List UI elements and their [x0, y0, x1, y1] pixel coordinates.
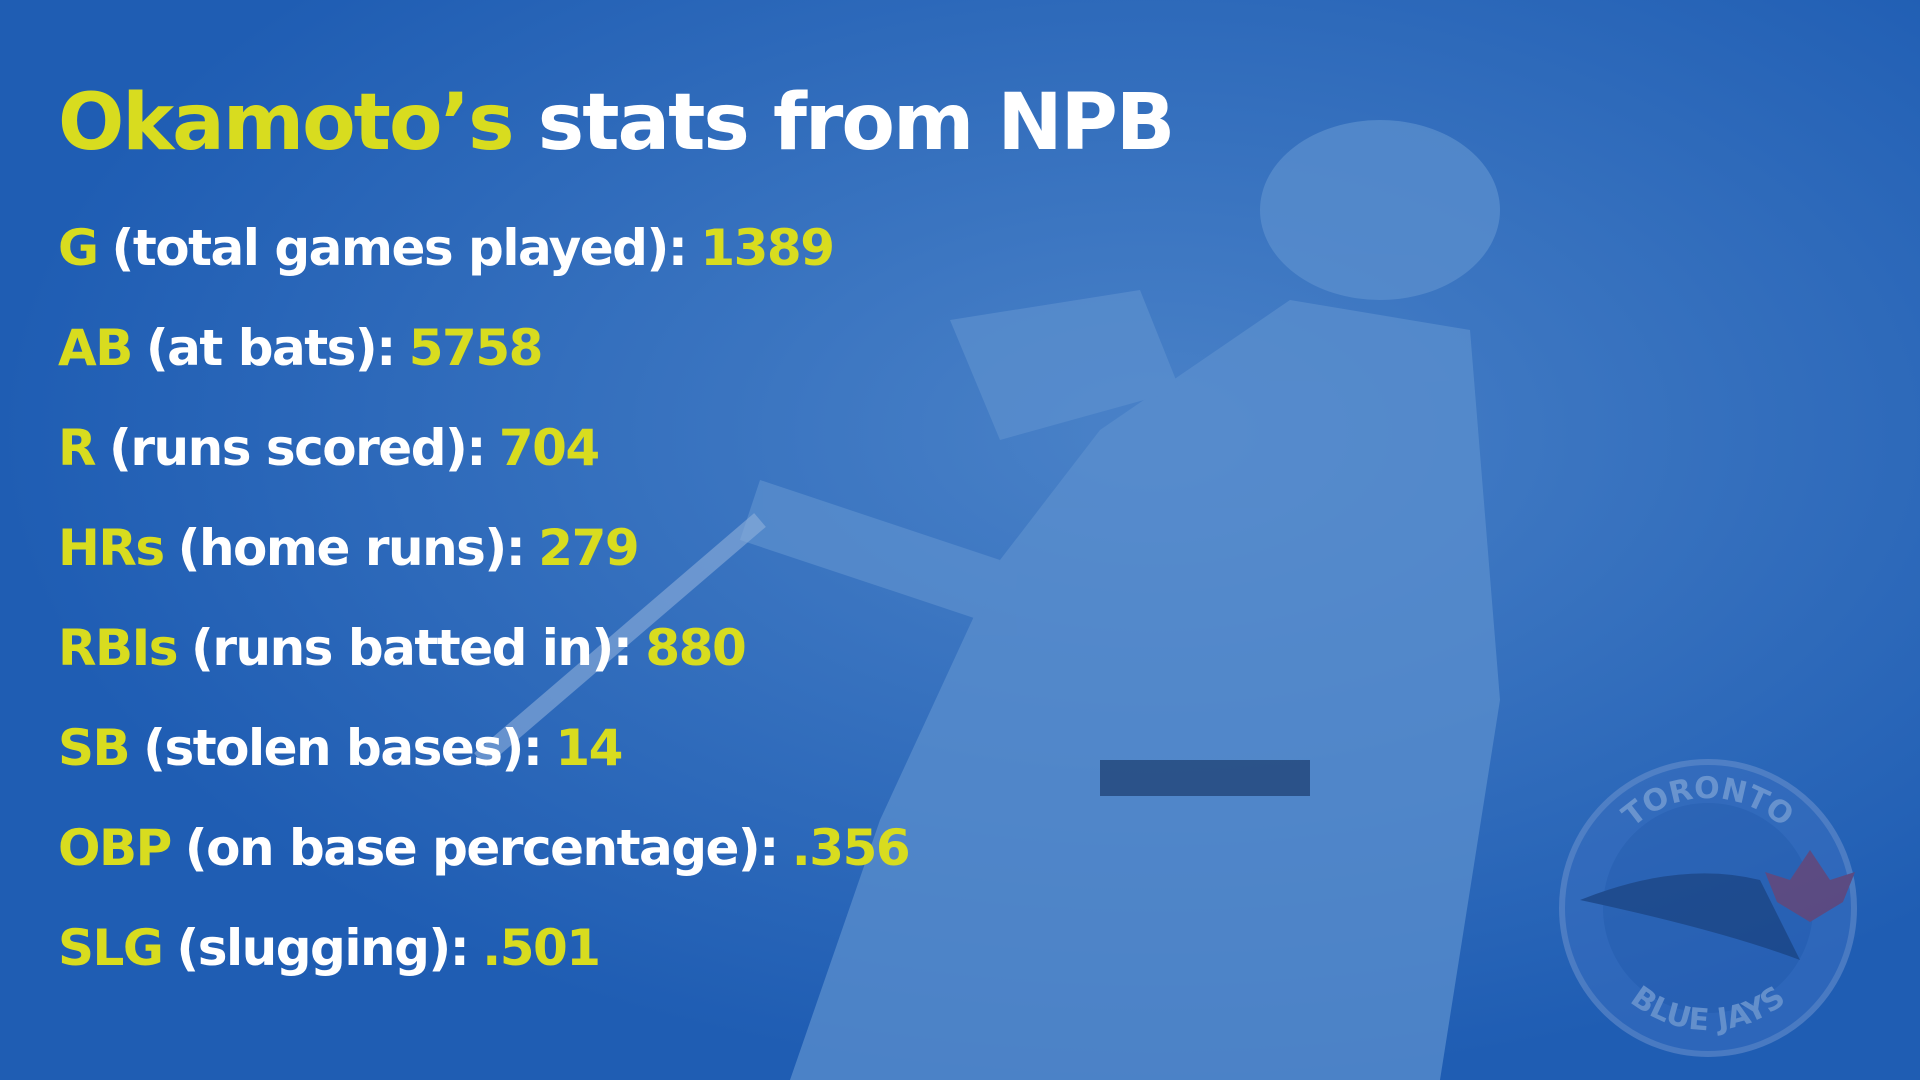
stat-description: (runs batted in): — [190, 619, 633, 677]
stat-description: (home runs): — [177, 519, 526, 577]
title-highlight: Okamoto’s — [58, 78, 515, 168]
stat-value: 704 — [498, 419, 600, 477]
stat-description: (at bats): — [145, 319, 396, 377]
stat-description: (runs scored): — [109, 419, 486, 477]
stat-value: 279 — [538, 519, 639, 577]
stat-description: (stolen bases): — [143, 719, 543, 777]
title: Okamoto’s stats from NPB — [58, 78, 1176, 168]
stat-row: RBIs (runs batted in): 880 — [58, 616, 923, 716]
stat-abbr: AB — [58, 319, 133, 377]
team-logo: TORONTO BLUE JAYS — [1559, 759, 1857, 1057]
stat-abbr: OBP — [58, 819, 172, 877]
stat-description: (slugging): — [176, 919, 469, 977]
stat-abbr: R — [58, 419, 97, 477]
stats-list: G (total games played): 1389 AB (at bats): 57… — [58, 216, 923, 1016]
stat-value: 14 — [555, 719, 623, 777]
stat-value: 5758 — [408, 319, 544, 377]
stat-row: R (runs scored): 704 — [58, 416, 923, 516]
stat-value: 1389 — [700, 219, 835, 277]
stat-row: OBP (on base percentage): .356 — [58, 816, 923, 916]
stat-value: .501 — [482, 919, 601, 977]
stat-abbr: HRs — [58, 519, 165, 577]
stat-value: 880 — [645, 619, 746, 677]
player-silhouette — [740, 120, 1500, 1080]
stat-abbr: G — [58, 219, 99, 277]
stat-abbr: SB — [58, 719, 131, 777]
stat-row: AB (at bats): 5758 — [58, 316, 923, 416]
stat-row: SB (stolen bases): 14 — [58, 716, 923, 816]
stat-row: SLG (slugging): .501 — [58, 916, 923, 1016]
stat-description: (total games played): — [111, 219, 688, 277]
stat-value: .356 — [791, 819, 911, 877]
title-rest: stats from NPB — [537, 78, 1176, 168]
stat-abbr: SLG — [58, 919, 164, 977]
stat-description: (on base percentage): — [184, 819, 780, 877]
stat-row: HRs (home runs): 279 — [58, 516, 923, 616]
stat-row: G (total games played): 1389 — [58, 216, 923, 316]
stat-abbr: RBIs — [58, 619, 178, 677]
